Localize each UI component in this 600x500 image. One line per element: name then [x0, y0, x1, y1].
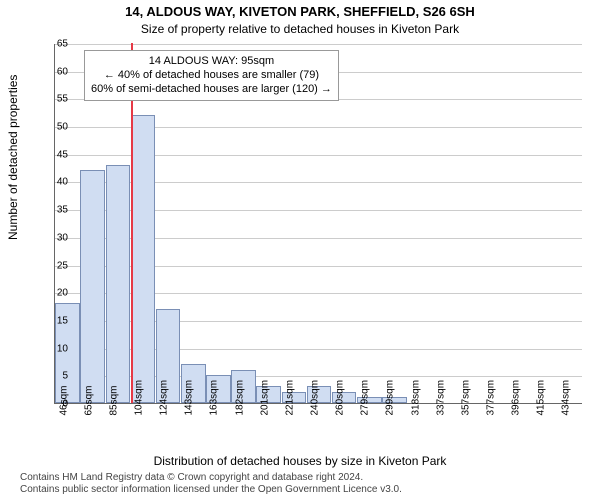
y-tick-label: 60	[44, 66, 68, 77]
y-tick-label: 65	[44, 39, 68, 50]
chart-container: { "title": "14, ALDOUS WAY, KIVETON PARK…	[0, 0, 600, 500]
y-tick-label: 5	[44, 371, 68, 382]
y-tick-label: 40	[44, 177, 68, 188]
y-tick-label: 10	[44, 343, 68, 354]
y-tick-label: 30	[44, 232, 68, 243]
annotation-line2: ← 40% of detached houses are smaller (79…	[91, 69, 332, 83]
chart-subtitle: Size of property relative to detached ho…	[0, 22, 600, 36]
y-axis-label: Number of detached properties	[6, 75, 20, 240]
footnote-line2: Contains public sector information licen…	[20, 484, 402, 496]
annotation-box: 14 ALDOUS WAY: 95sqm← 40% of detached ho…	[84, 50, 339, 101]
y-tick-label: 15	[44, 315, 68, 326]
annotation-line3: 60% of semi-detached houses are larger (…	[91, 83, 332, 97]
footnote: Contains HM Land Registry data © Crown c…	[20, 472, 402, 496]
x-axis-label: Distribution of detached houses by size …	[0, 454, 600, 468]
histogram-bar	[131, 115, 156, 403]
histogram-bar	[80, 170, 105, 403]
y-tick-label: 20	[44, 288, 68, 299]
y-tick-label: 45	[44, 149, 68, 160]
y-tick-label: 25	[44, 260, 68, 271]
footnote-line1: Contains HM Land Registry data © Crown c…	[20, 472, 402, 484]
y-tick-label: 50	[44, 122, 68, 133]
chart-title: 14, ALDOUS WAY, KIVETON PARK, SHEFFIELD,…	[0, 4, 600, 19]
histogram-bar	[106, 165, 131, 403]
gridline	[55, 44, 582, 45]
y-tick-label: 35	[44, 205, 68, 216]
annotation-line1: 14 ALDOUS WAY: 95sqm	[91, 55, 332, 69]
y-tick-label: 55	[44, 94, 68, 105]
